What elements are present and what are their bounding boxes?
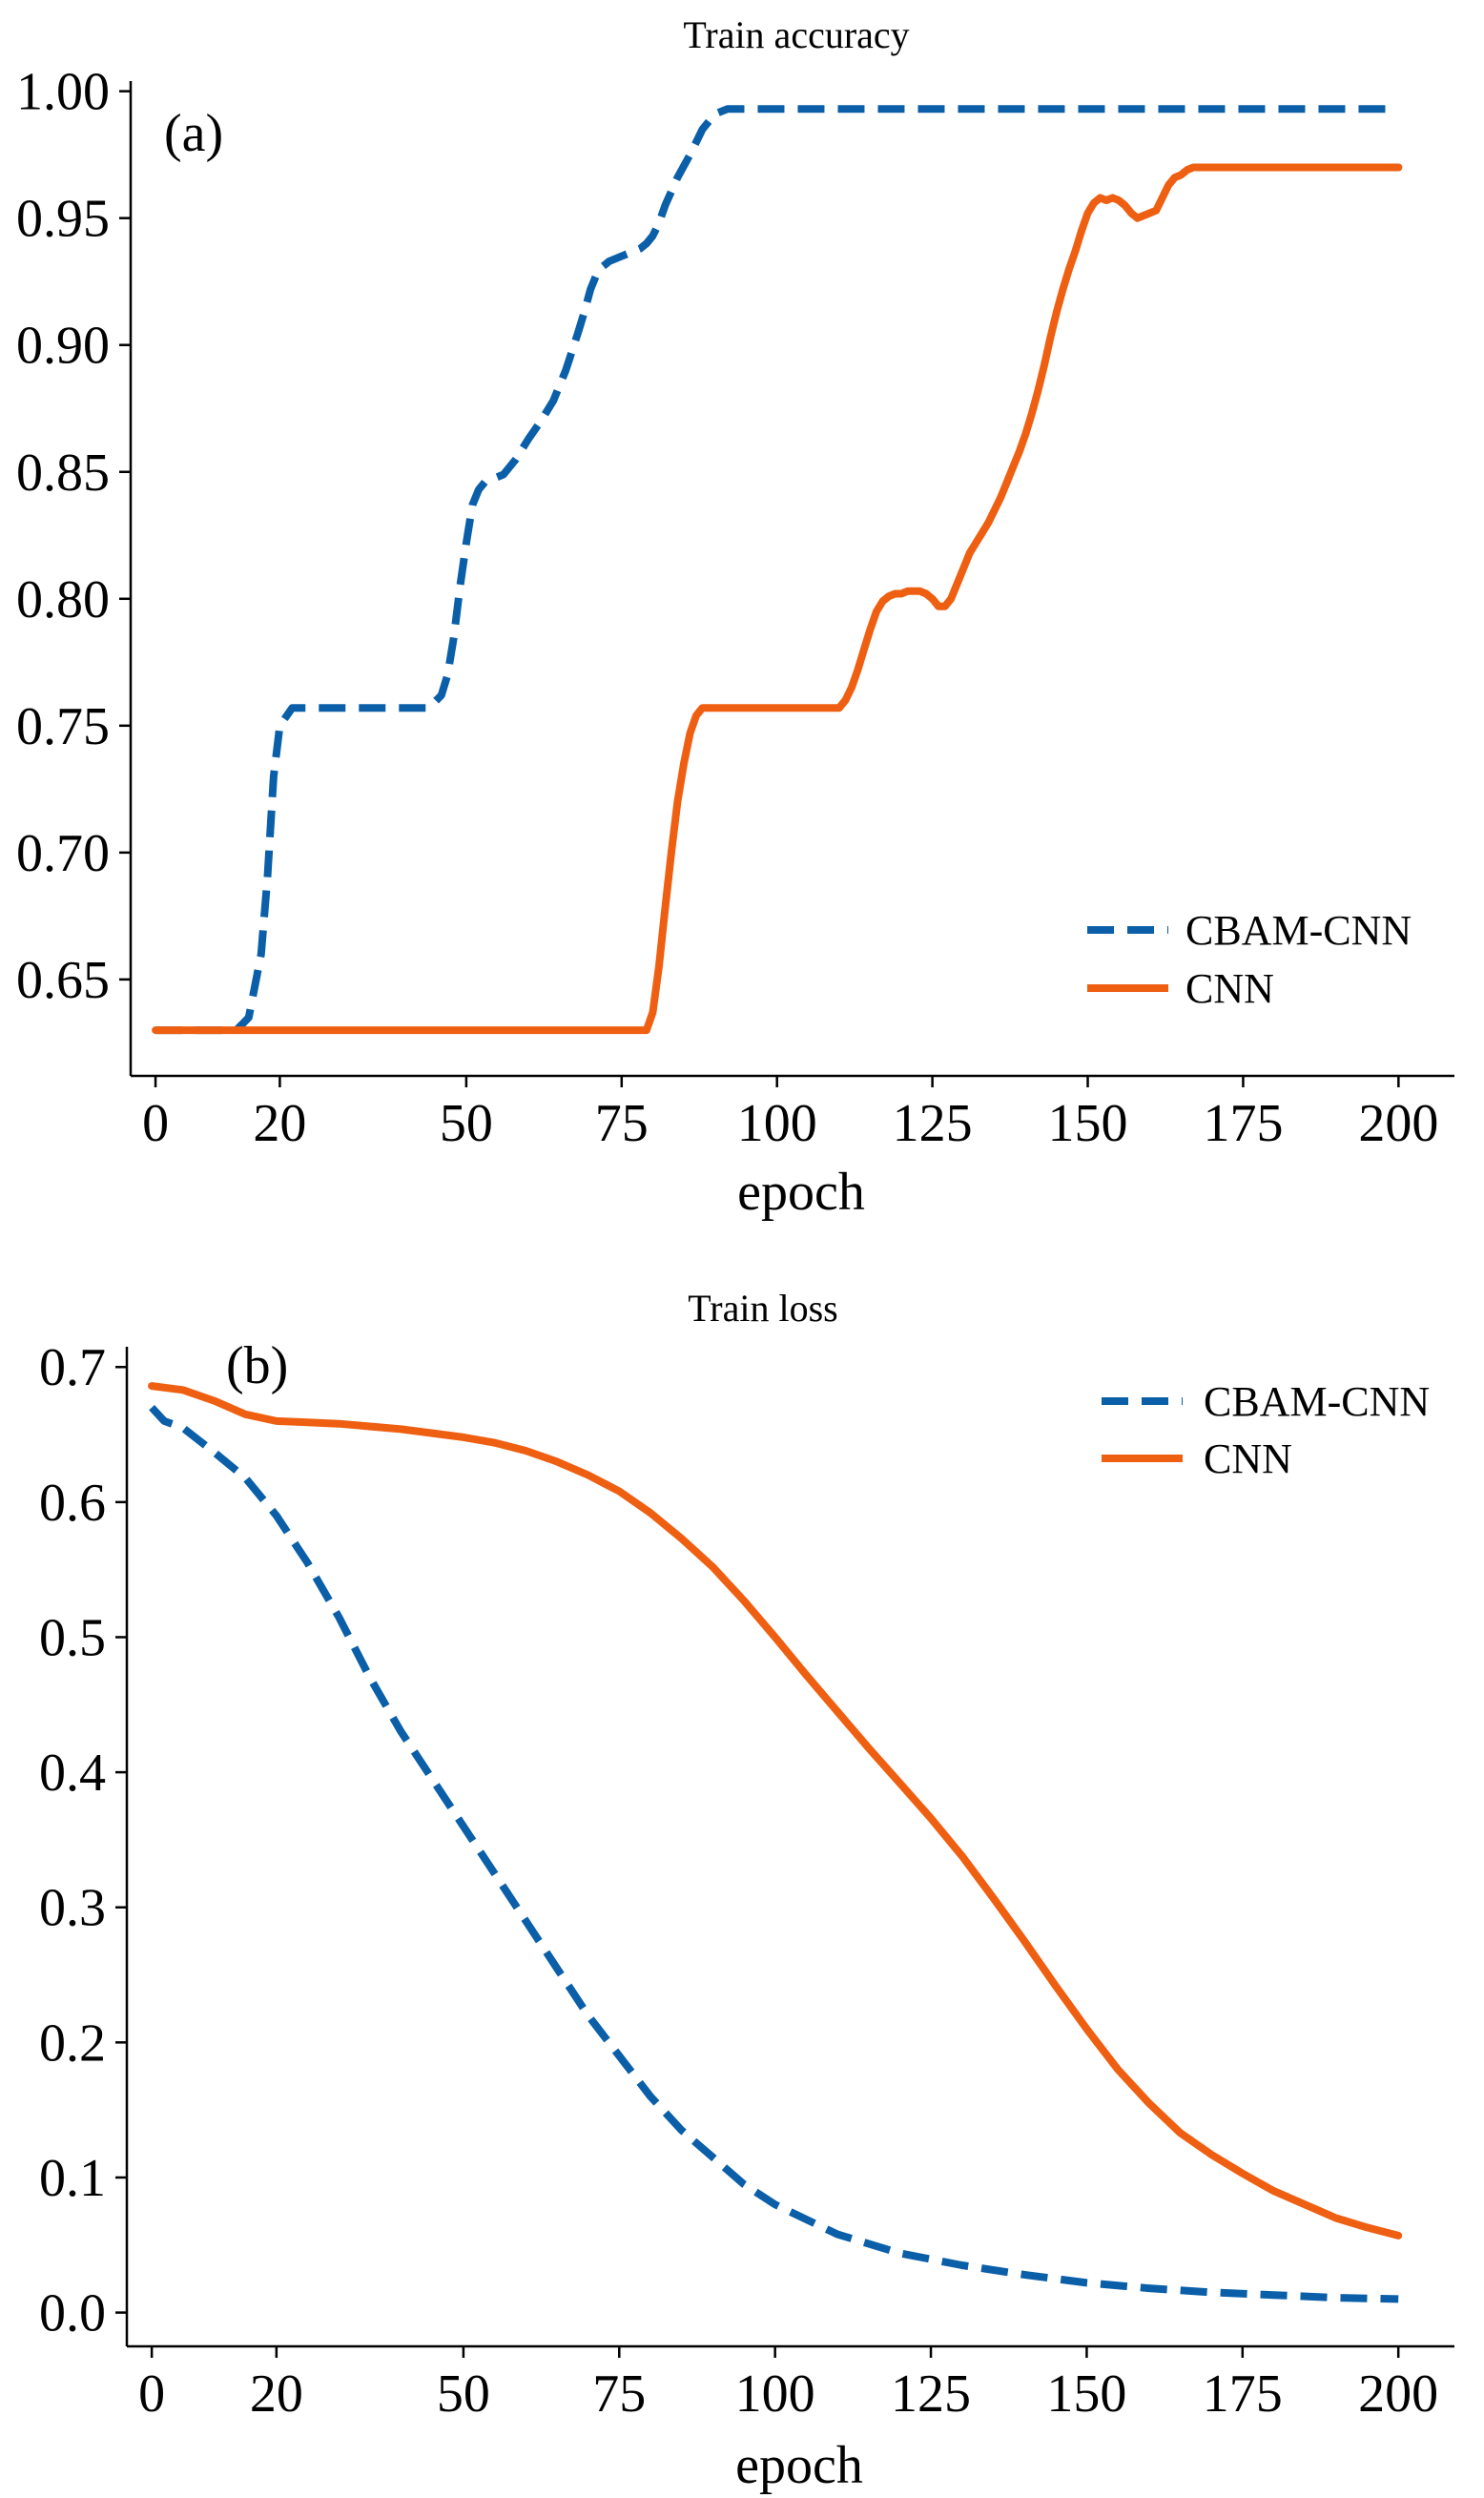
- y-tick-label: 0.70: [16, 824, 110, 883]
- loss-panel: Train loss 0 20 50 75 100 125 150 175 2000.00.10…: [39, 1287, 1454, 2495]
- x-tick-label: 100: [735, 2364, 815, 2424]
- x-tick-label: 200: [1358, 2364, 1438, 2424]
- x-tick-label: 50: [440, 1094, 493, 1153]
- x-axis-label: epoch: [735, 2436, 863, 2495]
- y-tick-label: 0.1: [39, 2149, 106, 2208]
- y-tick-label: 0.95: [16, 190, 110, 249]
- x-tick-label: 75: [592, 2364, 646, 2424]
- y-tick-label: 0.85: [16, 444, 110, 503]
- series-line-cbam-cnn: [149, 1404, 1399, 2303]
- y-tick-label: 0.7: [39, 1338, 106, 1397]
- series-line-cnn: [152, 163, 1403, 1035]
- legend: CBAM-CNN CNN: [1102, 1378, 1430, 1482]
- y-tick-label: 0.0: [39, 2284, 106, 2343]
- x-tick-label: 0: [142, 1094, 169, 1153]
- x-tick-label: 175: [1203, 2364, 1283, 2424]
- chart-title: Train accuracy: [683, 13, 909, 56]
- x-tick-label: 50: [437, 2364, 490, 2424]
- legend-label-cbam-cnn: CBAM-CNN: [1185, 907, 1412, 954]
- series-line-cnn: [148, 1382, 1403, 2240]
- x-tick-label: 75: [595, 1094, 649, 1153]
- x-tick-label: 175: [1203, 1094, 1283, 1153]
- panel-label: (a): [164, 104, 223, 163]
- x-tick-label: 150: [1048, 1094, 1128, 1153]
- panel-label: (b): [226, 1336, 288, 1395]
- accuracy-panel: Train accuracy 0 20 50 75 100 125 150 175 200 0.6…: [16, 13, 1454, 1222]
- legend-label-cnn: CNN: [1204, 1435, 1292, 1482]
- y-tick-label: 0.2: [39, 2013, 106, 2073]
- x-tick-label: 125: [891, 2364, 971, 2424]
- x-tick-label: 0: [138, 2364, 165, 2424]
- y-tick-label: 0.4: [39, 1744, 106, 1803]
- x-axis-label: epoch: [737, 1163, 865, 1222]
- legend-label-cbam-cnn: CBAM-CNN: [1204, 1378, 1430, 1425]
- series-line-cbam-cnn: [155, 105, 1399, 1035]
- x-tick-label: 150: [1046, 2364, 1126, 2424]
- y-tick-label: 0.5: [39, 1608, 106, 1667]
- accuracy-plot-area: 0 20 50 75 100 125 150 175 200 0.65 0.70 0.75 0.80 0.…: [16, 63, 1454, 1153]
- x-tick-label: 100: [737, 1094, 817, 1153]
- legend-label-cnn: CNN: [1185, 965, 1274, 1012]
- x-tick-label: 125: [893, 1094, 973, 1153]
- y-tick-label: 0.6: [39, 1474, 106, 1533]
- x-tick-label: 20: [250, 2364, 303, 2424]
- x-tick-label: 20: [253, 1094, 306, 1153]
- y-tick-label: 0.75: [16, 697, 110, 756]
- legend: CBAM-CNN CNN: [1087, 907, 1412, 1012]
- y-tick-label: 0.3: [39, 1879, 106, 1938]
- y-tick-label: 0.80: [16, 570, 110, 630]
- x-tick-label: 200: [1358, 1094, 1438, 1153]
- chart-title: Train loss: [688, 1287, 837, 1330]
- y-tick-label: 0.65: [16, 951, 110, 1010]
- y-tick-label: 1.00: [16, 63, 110, 122]
- y-tick-label: 0.90: [16, 317, 110, 376]
- loss-plot-area: 0 20 50 75 100 125 150 175 200 0.0 0.1 0.2 0.3 0.4 0.5…: [39, 1338, 1454, 2424]
